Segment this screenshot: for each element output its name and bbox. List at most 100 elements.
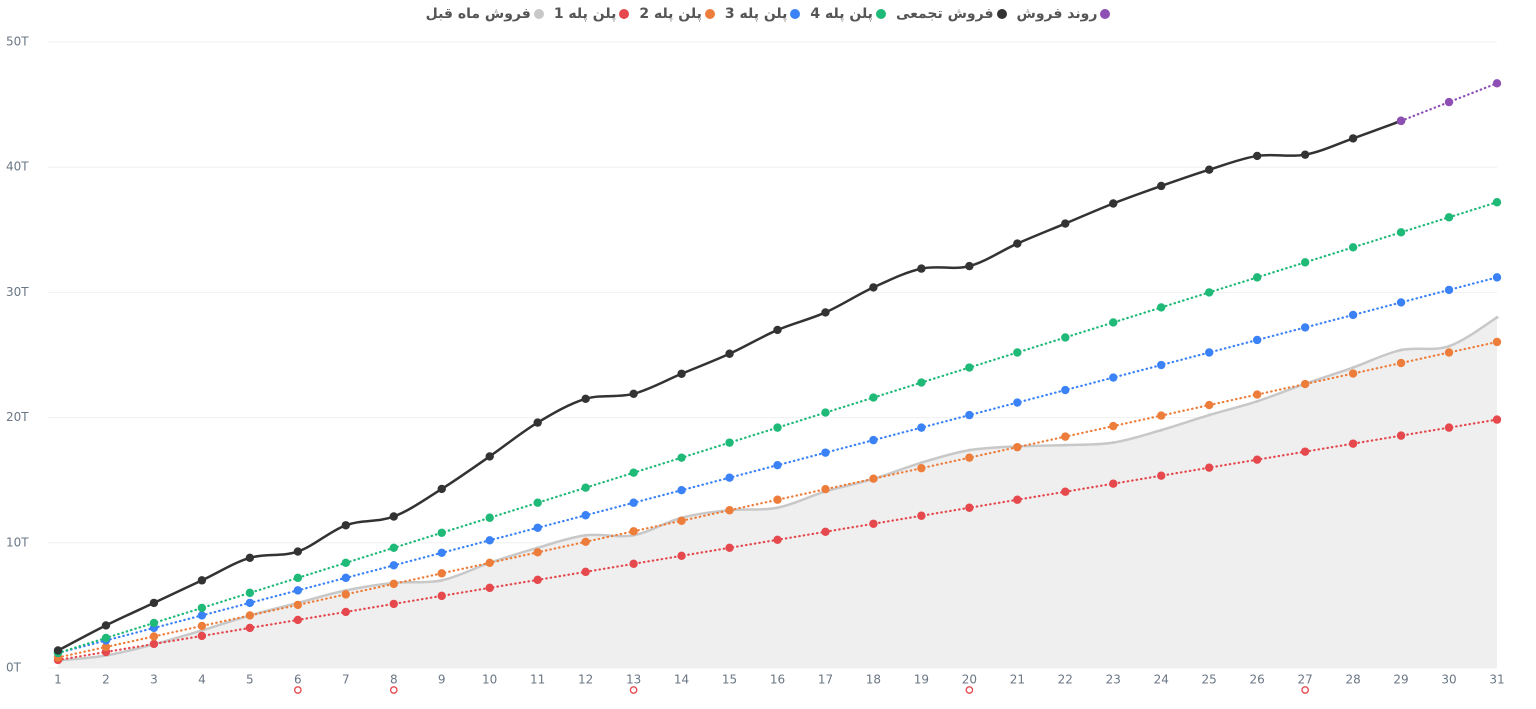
point xyxy=(485,452,494,461)
point xyxy=(725,543,734,553)
point xyxy=(293,547,303,556)
point xyxy=(437,569,446,578)
legend-item[interactable]: پلن پله 1 xyxy=(554,6,630,22)
point xyxy=(581,567,590,577)
point xyxy=(869,283,878,292)
point xyxy=(773,325,782,335)
point xyxy=(821,527,830,536)
point xyxy=(440,578,444,582)
legend-item[interactable]: پلن پله 2 xyxy=(639,6,715,22)
point xyxy=(197,631,207,641)
point xyxy=(917,378,926,387)
point xyxy=(725,438,734,447)
line xyxy=(1399,82,1499,122)
point xyxy=(1252,455,1262,464)
point xyxy=(629,468,638,477)
point xyxy=(1205,288,1214,297)
point xyxy=(149,632,159,641)
legend-item[interactable]: پلن پله 3 xyxy=(725,6,801,22)
point xyxy=(1492,415,1502,424)
point xyxy=(1061,333,1070,342)
point xyxy=(677,369,686,378)
y-tick-label: 30T xyxy=(6,285,29,299)
point xyxy=(1013,398,1022,407)
point xyxy=(1061,219,1070,228)
x-tick-label: 29 xyxy=(1393,673,1408,687)
point xyxy=(293,573,303,583)
point xyxy=(1348,369,1358,378)
x-tick-label: 13 xyxy=(626,673,641,687)
point xyxy=(197,576,207,585)
point xyxy=(1205,463,1214,472)
point xyxy=(1157,411,1166,420)
point xyxy=(53,646,63,655)
point xyxy=(245,588,255,598)
point xyxy=(773,535,782,544)
point xyxy=(1396,358,1406,368)
legend-item[interactable]: فروش تجمعی xyxy=(896,6,1007,22)
x-tick-label: 27 xyxy=(1297,673,1312,687)
x-tick-label: 21 xyxy=(1010,673,1025,687)
x-tick-label: 22 xyxy=(1058,673,1073,687)
point xyxy=(1396,228,1406,237)
legend-label: پلن پله 2 xyxy=(639,6,702,22)
x-tick-label: 20 xyxy=(962,673,977,687)
point xyxy=(1013,348,1022,357)
point xyxy=(725,506,734,515)
point xyxy=(533,418,542,427)
legend-item[interactable]: پلن پله 4 xyxy=(810,6,886,22)
point xyxy=(965,503,974,512)
x-tick-label: 1 xyxy=(54,673,62,687)
point xyxy=(341,607,350,617)
legend-label: پلن پله 4 xyxy=(810,6,873,22)
point xyxy=(584,533,588,537)
point xyxy=(821,408,830,417)
point xyxy=(965,453,974,462)
point xyxy=(677,551,686,561)
point xyxy=(1157,360,1166,370)
point xyxy=(1109,199,1118,208)
point xyxy=(629,498,638,507)
point xyxy=(149,618,159,628)
point xyxy=(1252,390,1262,399)
point xyxy=(677,486,686,495)
point xyxy=(341,573,350,583)
marked-day xyxy=(293,686,302,694)
point xyxy=(245,553,255,563)
point xyxy=(917,511,926,520)
point xyxy=(485,583,494,593)
point xyxy=(1252,151,1262,161)
point xyxy=(1013,239,1022,248)
point xyxy=(341,558,350,568)
point xyxy=(965,261,974,271)
marked-day xyxy=(1301,686,1309,694)
marked-day xyxy=(389,686,398,694)
point xyxy=(1495,315,1499,319)
point xyxy=(1109,479,1118,488)
point xyxy=(869,435,878,445)
legend-item[interactable]: فروش ماه قبل xyxy=(426,6,544,22)
y-tick-label: 10T xyxy=(6,535,29,549)
legend-swatch xyxy=(533,9,544,19)
x-tick-label: 5 xyxy=(246,673,254,687)
point xyxy=(1348,310,1358,320)
point xyxy=(629,559,638,569)
point xyxy=(677,453,686,462)
point xyxy=(917,264,926,273)
point xyxy=(773,495,782,504)
point xyxy=(1061,432,1070,441)
point xyxy=(1300,150,1310,159)
x-tick-label: 9 xyxy=(438,673,446,687)
x-tick-label: 6 xyxy=(294,673,302,687)
point xyxy=(629,389,638,399)
point xyxy=(533,523,542,532)
point xyxy=(1109,318,1118,327)
point xyxy=(293,600,303,610)
point xyxy=(293,586,303,595)
legend-item[interactable]: روند فروش xyxy=(1017,6,1111,22)
marked-day xyxy=(965,686,974,694)
series xyxy=(53,198,1502,658)
point xyxy=(533,498,542,507)
point xyxy=(533,548,542,557)
